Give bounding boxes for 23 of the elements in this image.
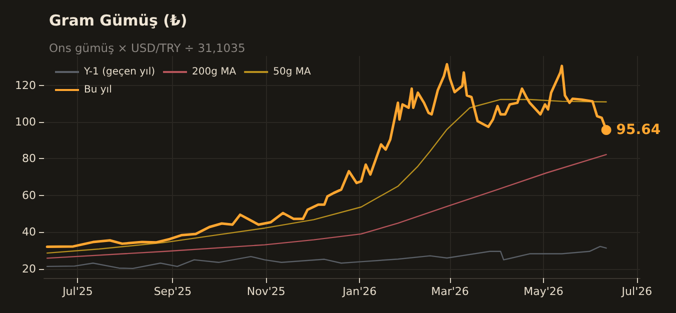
y-tick-label: 80 xyxy=(22,152,36,166)
x-tick-label: Jan'26 xyxy=(342,285,377,298)
y-tick-label: 20 xyxy=(22,262,36,276)
y-tick-label: 100 xyxy=(15,116,36,129)
x-tick-label: Jul'26 xyxy=(620,285,652,298)
x-tick-label: Sep'25 xyxy=(154,285,192,298)
legend-label: 200g MA xyxy=(192,66,236,78)
line-series xyxy=(46,246,607,270)
line-series xyxy=(46,98,607,254)
legend-label: Bu yıl xyxy=(84,84,112,96)
legend-label: Y-1 (geçen yıl) xyxy=(83,66,156,78)
x-tick-label: Nov'25 xyxy=(246,285,286,298)
chart-subtitle: Ons gümüş × USD/TRY ÷ 31,1035 xyxy=(49,41,246,55)
x-tick-label: Jul'25 xyxy=(62,285,93,298)
chart-title: Gram Gümüş (₺) xyxy=(49,12,188,30)
x-tick-label: May'26 xyxy=(524,285,564,298)
x-tick-label: Mar'26 xyxy=(431,285,469,298)
y-tick-label: 40 xyxy=(22,226,36,239)
legend-label: 50g MA xyxy=(273,66,311,78)
data-label: 95.64 xyxy=(616,122,661,138)
y-tick-label: 120 xyxy=(15,78,36,92)
y-tick-label: 60 xyxy=(22,188,36,202)
line-series xyxy=(46,154,607,259)
